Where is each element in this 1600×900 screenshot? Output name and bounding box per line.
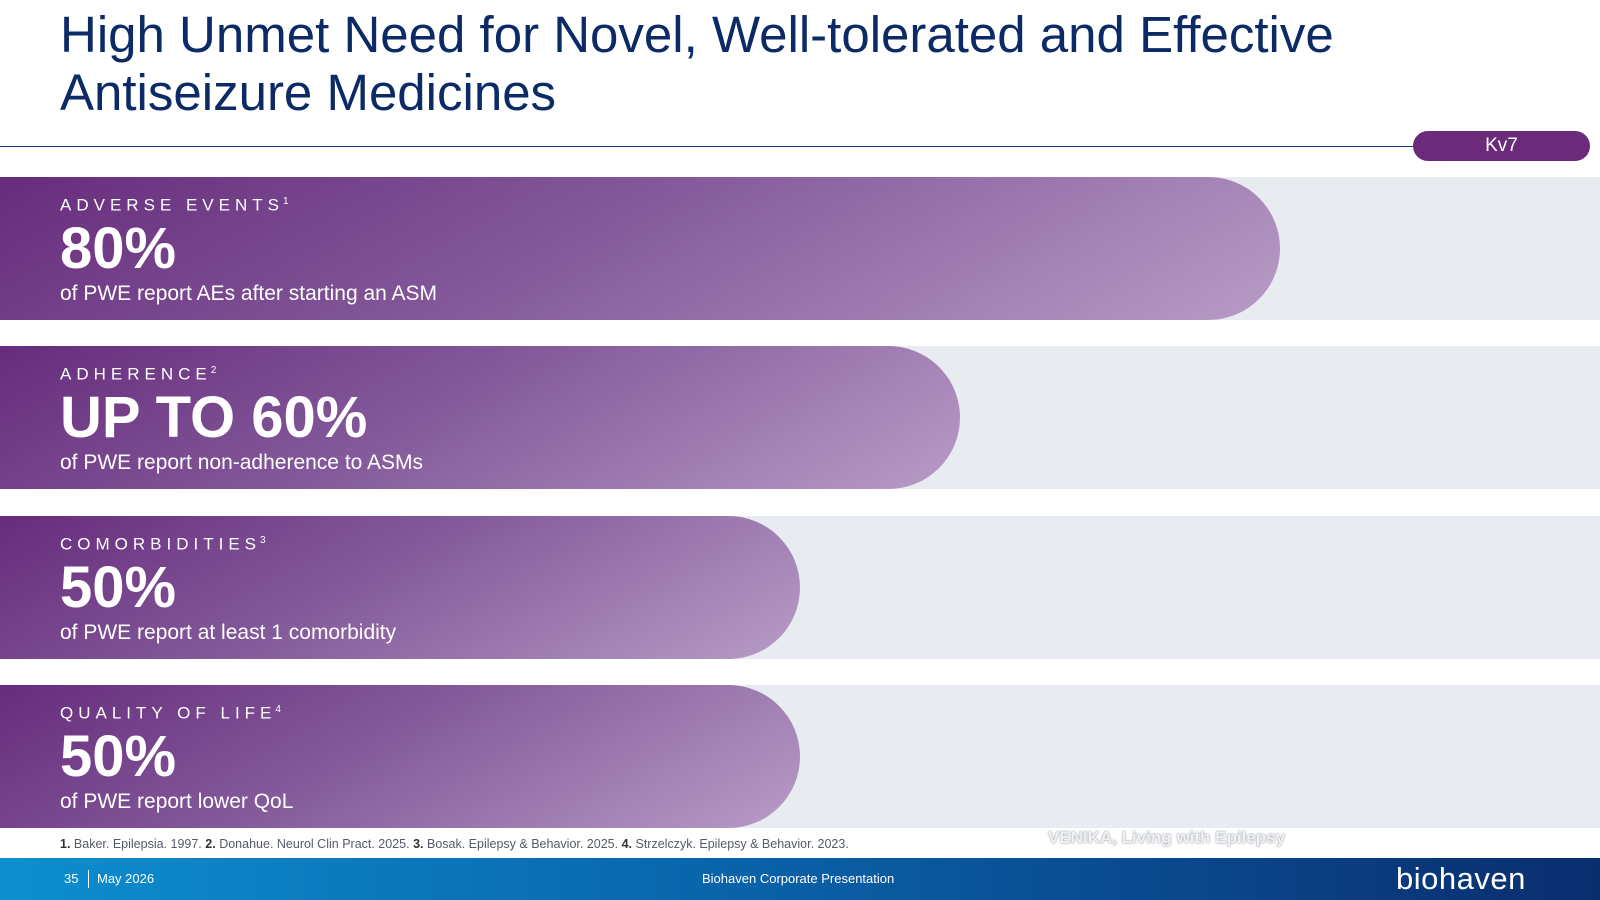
footer-separator: [88, 870, 89, 888]
footnote-text: Bosak. Epilepsy & Behavior. 2025.: [427, 837, 619, 851]
footer-date: May 2026: [97, 871, 155, 886]
stat-description: of PWE report non-adherence to ASMs: [60, 451, 424, 474]
stat-label: ADVERSE EVENTS1: [60, 195, 289, 215]
kv7-badge: Kv7: [1413, 131, 1590, 161]
stat-label: QUALITY OF LIFE4: [60, 703, 281, 723]
stat-value: UP TO 60%: [60, 385, 368, 450]
footnote-number: 2.: [205, 837, 216, 851]
stat-label: COMORBIDITIES3: [60, 534, 266, 554]
slide-title: High Unmet Need for Novel, Well-tolerate…: [60, 6, 1480, 122]
slide-title-line-2: Antiseizure Medicines: [60, 64, 557, 121]
footnote-number: 1.: [60, 837, 71, 851]
stat-bar: ADVERSE EVENTS1 80% of PWE report AEs af…: [0, 177, 1280, 320]
stat-footnote-ref: 2: [210, 365, 217, 376]
page-number: 35: [64, 871, 79, 886]
biohaven-logo: biohaven: [1396, 861, 1526, 896]
stat-value: 80%: [60, 216, 177, 281]
footnote-text: Baker. Epilepsia. 1997.: [73, 837, 202, 851]
stat-row-adverse-events: ADVERSE EVENTS1 80% of PWE report AEs af…: [0, 177, 1600, 320]
footer-presentation-title: Biohaven Corporate Presentation: [702, 871, 895, 886]
stat-row-adherence: ADHERENCE2 UP TO 60% of PWE report non-a…: [0, 346, 1600, 489]
footnote-number: 3.: [413, 837, 424, 851]
stat-value: 50%: [60, 555, 177, 620]
stat-bar: QUALITY OF LIFE4 50% of PWE report lower…: [0, 685, 800, 828]
stat-footnote-ref: 3: [260, 535, 266, 546]
footer-bar: 35 May 2026 Biohaven Corporate Presentat…: [0, 858, 1600, 900]
title-divider: [0, 146, 1590, 147]
stat-value: 50%: [60, 724, 177, 789]
stat-bar: ADHERENCE2 UP TO 60% of PWE report non-a…: [0, 346, 960, 489]
stat-label: ADHERENCE2: [60, 364, 217, 384]
stat-row-comorbidities: COMORBIDITIES3 50% of PWE report at leas…: [0, 516, 1600, 659]
stat-footnote-ref: 4: [275, 704, 281, 715]
stat-description: of PWE report AEs after starting an ASM: [60, 282, 437, 305]
stat-footnote-ref: 1: [283, 196, 289, 207]
stat-bar: COMORBIDITIES3 50% of PWE report at leas…: [0, 516, 800, 659]
stat-row-quality-of-life: QUALITY OF LIFE4 50% of PWE report lower…: [0, 685, 1600, 828]
stat-description: of PWE report lower QoL: [60, 790, 294, 813]
stat-description: of PWE report at least 1 comorbidity: [60, 621, 397, 644]
image-credit-watermark: VENIKA, Living with Epilepsy: [1048, 828, 1286, 847]
footnote-text: Donahue. Neurol Clin Pract. 2025.: [219, 837, 410, 851]
footnotes: 1. Baker. Epilepsia. 1997. 2. Donahue. N…: [60, 837, 849, 851]
footnote-text: Strzelczyk. Epilepsy & Behavior. 2023.: [635, 837, 849, 851]
slide-title-line-1: High Unmet Need for Novel, Well-tolerate…: [60, 6, 1334, 63]
footnote-number: 4.: [621, 837, 633, 851]
